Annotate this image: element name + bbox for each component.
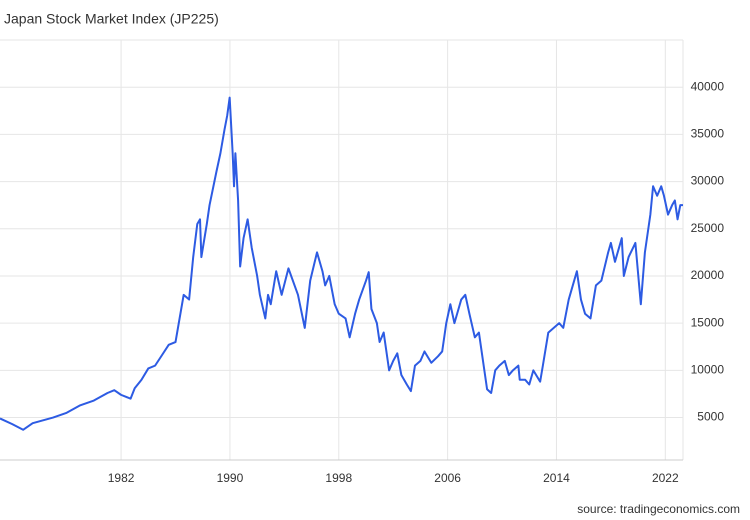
y-tick-label: 15000 xyxy=(691,315,725,329)
y-tick-label: 5000 xyxy=(697,410,724,424)
y-tick-label: 20000 xyxy=(691,268,725,282)
x-tick-label: 2022 xyxy=(652,471,679,485)
x-tick-label: 1998 xyxy=(325,471,352,485)
chart-title: Japan Stock Market Index (JP225) xyxy=(4,11,219,27)
x-tick-label: 2006 xyxy=(434,471,461,485)
x-tick-label: 1990 xyxy=(217,471,244,485)
y-tick-label: 10000 xyxy=(691,363,725,377)
y-tick-label: 30000 xyxy=(691,174,725,188)
series-line xyxy=(0,96,683,431)
y-tick-label: 25000 xyxy=(691,221,725,235)
x-tick-label: 2014 xyxy=(543,471,570,485)
source: source: tradingeconomics.com xyxy=(577,502,740,516)
y-tick-label: 35000 xyxy=(691,127,725,141)
y-tick-label: 40000 xyxy=(691,79,725,93)
x-tick-label: 1982 xyxy=(108,471,135,485)
